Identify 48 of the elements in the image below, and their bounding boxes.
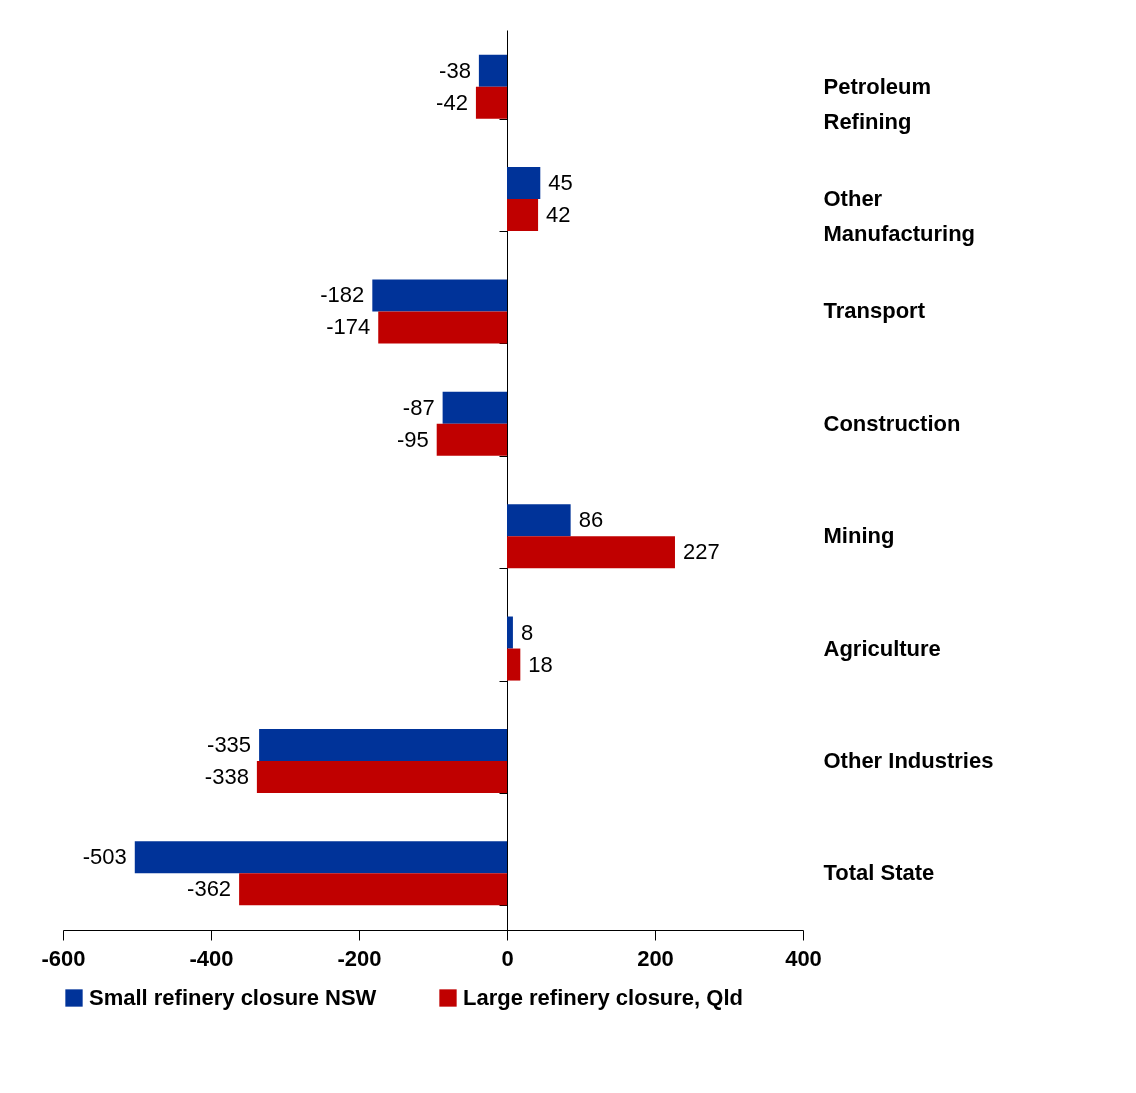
x-tick-label: -600 xyxy=(41,945,86,971)
bar xyxy=(134,841,507,874)
x-tick-label: 400 xyxy=(785,945,822,971)
bar xyxy=(442,391,507,424)
y-tick-label: Petroleum Refining xyxy=(823,73,932,134)
data-label: -335 xyxy=(207,731,252,757)
bar xyxy=(378,311,507,344)
data-label: 227 xyxy=(682,539,720,565)
y-tick-label: Other Industries xyxy=(823,747,994,773)
data-label: -42 xyxy=(436,89,468,115)
y-tick-label: Transport xyxy=(823,298,926,324)
bar xyxy=(256,760,507,793)
data-label: -503 xyxy=(82,844,127,870)
data-label: 86 xyxy=(578,507,604,533)
bar xyxy=(239,873,507,906)
x-tick-label: 200 xyxy=(637,945,674,971)
bar xyxy=(372,279,507,312)
bar xyxy=(507,616,513,649)
data-label: -95 xyxy=(396,426,429,452)
bar xyxy=(507,504,571,537)
data-label: -174 xyxy=(326,314,371,340)
bar xyxy=(507,167,541,200)
legend-label: Large refinery closure, Qld xyxy=(463,985,743,1010)
data-label: -87 xyxy=(402,394,435,420)
y-tick-label: Total State xyxy=(823,860,935,886)
x-tick-label: -200 xyxy=(337,945,382,971)
y-tick-label: Construction xyxy=(823,410,961,436)
x-tick-label: -400 xyxy=(189,945,234,971)
data-label: 18 xyxy=(528,651,553,677)
bar xyxy=(436,423,507,456)
bar xyxy=(507,199,539,232)
bar xyxy=(507,536,675,569)
bar xyxy=(478,54,507,87)
data-label: 8 xyxy=(520,619,534,645)
y-tick-label: Mining xyxy=(823,523,895,549)
data-label: -338 xyxy=(204,763,249,789)
data-label: -182 xyxy=(320,282,365,308)
bar xyxy=(259,728,507,761)
bar xyxy=(475,86,507,119)
bar xyxy=(507,648,521,681)
data-label: 42 xyxy=(546,202,571,228)
y-tick-label: Agriculture xyxy=(823,635,941,661)
x-tick-label: 0 xyxy=(501,945,514,971)
data-label: 45 xyxy=(548,170,573,196)
legend-label: Small refinery closure NSW xyxy=(89,985,377,1010)
data-label: -38 xyxy=(439,57,471,83)
y-tick-label: Other Manufacturing xyxy=(823,186,976,247)
data-label: -362 xyxy=(187,876,232,902)
